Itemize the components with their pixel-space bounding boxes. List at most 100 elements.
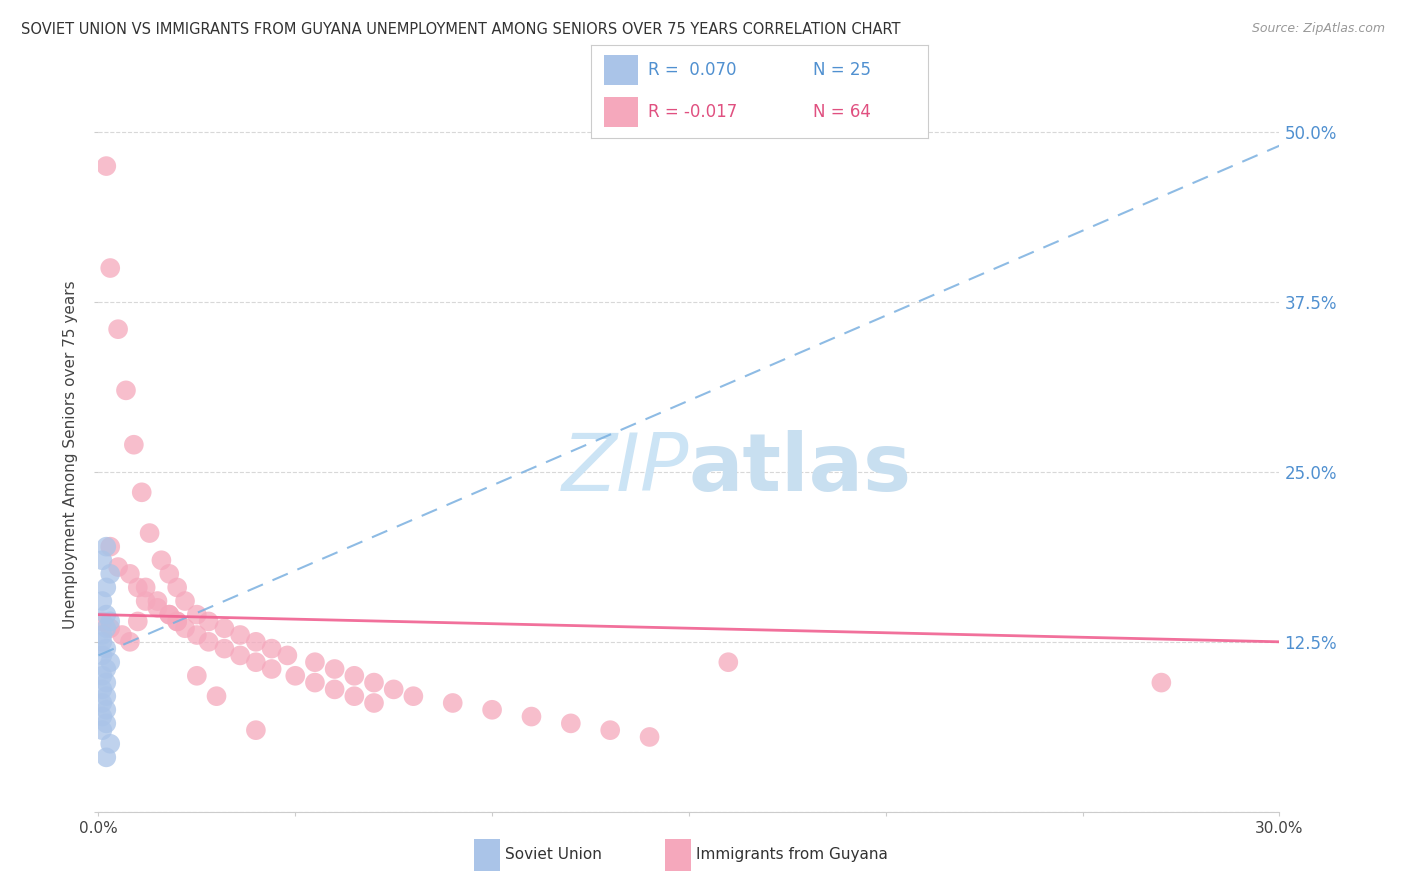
Point	[260, 662, 283, 676]
Point	[96, 641, 118, 656]
Y-axis label: Unemployment Among Seniors over 75 years: Unemployment Among Seniors over 75 years	[63, 281, 79, 629]
FancyBboxPatch shape	[605, 97, 638, 127]
Point	[174, 594, 197, 608]
Point	[245, 635, 267, 649]
Point	[174, 621, 197, 635]
Point	[260, 641, 283, 656]
Point	[96, 540, 118, 554]
Point	[91, 594, 114, 608]
Point	[122, 438, 145, 452]
Point	[229, 648, 252, 663]
Point	[214, 621, 236, 635]
Point	[96, 159, 118, 173]
Point	[186, 628, 208, 642]
Point	[166, 615, 188, 629]
Point	[118, 566, 141, 581]
Text: SOVIET UNION VS IMMIGRANTS FROM GUYANA UNEMPLOYMENT AMONG SENIORS OVER 75 YEARS : SOVIET UNION VS IMMIGRANTS FROM GUYANA U…	[21, 22, 901, 37]
Point	[91, 648, 114, 663]
Point	[107, 322, 129, 336]
Point	[150, 553, 173, 567]
Text: Source: ZipAtlas.com: Source: ZipAtlas.com	[1251, 22, 1385, 36]
Point	[197, 615, 219, 629]
Point	[98, 655, 121, 669]
Point	[205, 689, 228, 703]
Point	[127, 581, 149, 595]
Point	[96, 716, 118, 731]
Point	[343, 669, 366, 683]
Point	[135, 594, 157, 608]
Point	[91, 615, 114, 629]
Point	[166, 581, 188, 595]
Point	[96, 607, 118, 622]
Point	[98, 615, 121, 629]
Point	[96, 689, 118, 703]
Point	[638, 730, 661, 744]
Text: N = 25: N = 25	[813, 61, 872, 78]
FancyBboxPatch shape	[605, 55, 638, 85]
Point	[98, 621, 121, 635]
Point	[186, 607, 208, 622]
Point	[304, 655, 326, 669]
Point	[146, 594, 169, 608]
Point	[96, 662, 118, 676]
Point	[135, 581, 157, 595]
Point	[91, 635, 114, 649]
Point	[229, 628, 252, 642]
Point	[98, 566, 121, 581]
Point	[441, 696, 464, 710]
Text: R = -0.017: R = -0.017	[648, 103, 737, 121]
Point	[363, 696, 385, 710]
Text: Soviet Union: Soviet Union	[505, 847, 602, 862]
FancyBboxPatch shape	[665, 839, 692, 871]
Text: Immigrants from Guyana: Immigrants from Guyana	[696, 847, 887, 862]
Point	[98, 540, 121, 554]
Point	[91, 669, 114, 683]
Point	[382, 682, 405, 697]
Point	[323, 662, 346, 676]
Point	[157, 607, 180, 622]
Point	[157, 607, 180, 622]
Point	[91, 682, 114, 697]
FancyBboxPatch shape	[474, 839, 501, 871]
Point	[91, 628, 114, 642]
Point	[138, 526, 160, 541]
Point	[91, 696, 114, 710]
Point	[245, 655, 267, 669]
Point	[166, 615, 188, 629]
Point	[96, 750, 118, 764]
Point	[96, 621, 118, 635]
Point	[96, 675, 118, 690]
Point	[323, 682, 346, 697]
Point	[197, 635, 219, 649]
Point	[186, 669, 208, 683]
Point	[127, 615, 149, 629]
Point	[599, 723, 621, 738]
Point	[520, 709, 543, 723]
Point	[363, 675, 385, 690]
Point	[276, 648, 298, 663]
Point	[1150, 675, 1173, 690]
Point	[98, 260, 121, 275]
Point	[91, 709, 114, 723]
Point	[131, 485, 153, 500]
Point	[304, 675, 326, 690]
Point	[118, 635, 141, 649]
Point	[402, 689, 425, 703]
Point	[343, 689, 366, 703]
Point	[91, 723, 114, 738]
Point	[560, 716, 582, 731]
Point	[96, 703, 118, 717]
Point	[245, 723, 267, 738]
Text: N = 64: N = 64	[813, 103, 872, 121]
Text: atlas: atlas	[689, 430, 912, 508]
Point	[98, 737, 121, 751]
Point	[96, 581, 118, 595]
Point	[214, 641, 236, 656]
Point	[91, 553, 114, 567]
Point	[481, 703, 503, 717]
Point	[111, 628, 134, 642]
Text: R =  0.070: R = 0.070	[648, 61, 737, 78]
Text: ZIP: ZIP	[561, 430, 689, 508]
Point	[107, 560, 129, 574]
Point	[146, 600, 169, 615]
